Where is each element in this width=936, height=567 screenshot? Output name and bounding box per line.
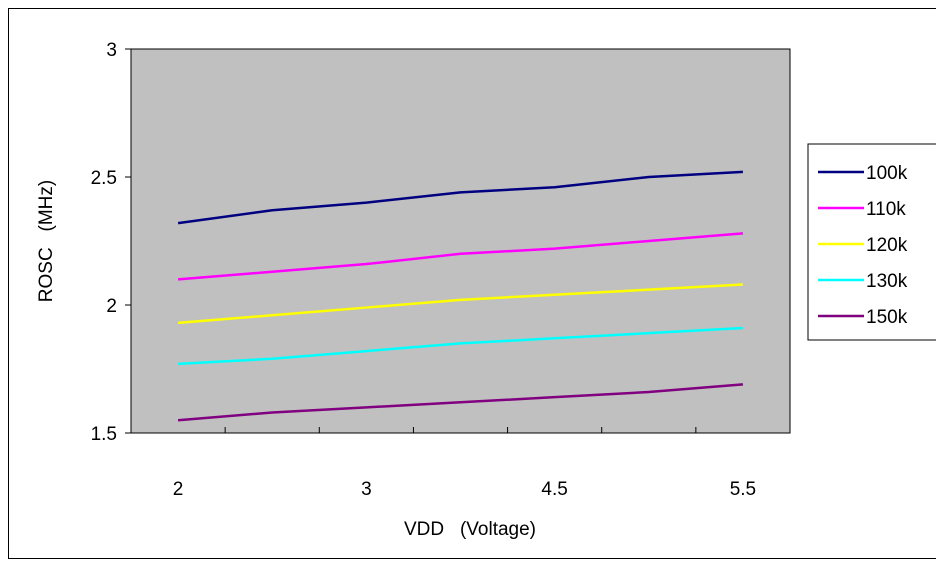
series-lines (177, 170, 744, 422)
series-line-120k (177, 283, 743, 325)
legend-box (807, 143, 936, 341)
plot-area (130, 48, 791, 434)
x-axis: 2 3 4.5 5.5 (130, 427, 791, 500)
legend-label-110k: 110k (866, 199, 906, 220)
x-tick-label: 2 (173, 479, 184, 500)
legend-label-130k: 130k (866, 271, 908, 292)
y-tick-label: 2 (106, 296, 117, 317)
legend-label-100k: 100k (866, 163, 908, 184)
x-tick-label: 5.5 (730, 479, 756, 500)
legend: 100k 110k 120k 130k 150k (807, 143, 936, 341)
legend-label-150k: 150k (866, 307, 908, 328)
x-tick-label: 3 (361, 479, 372, 500)
y-tick-label: 3 (106, 40, 117, 61)
series-line-150k (177, 383, 744, 422)
series-line-130k (178, 326, 743, 366)
series-line-110k (177, 232, 744, 281)
x-tick-label: 4.5 (541, 479, 567, 500)
x-axis-title: VDD (Voltage) (404, 519, 536, 540)
y-tick-label: 2.5 (91, 168, 117, 189)
y-axis: 1.5 2 2.5 3 (91, 40, 131, 445)
legend-label-120k: 120k (866, 235, 908, 256)
y-axis-title: ROSC (MHz) (36, 180, 57, 302)
y-tick-label: 1.5 (91, 424, 117, 445)
series-line-100k (177, 170, 743, 225)
